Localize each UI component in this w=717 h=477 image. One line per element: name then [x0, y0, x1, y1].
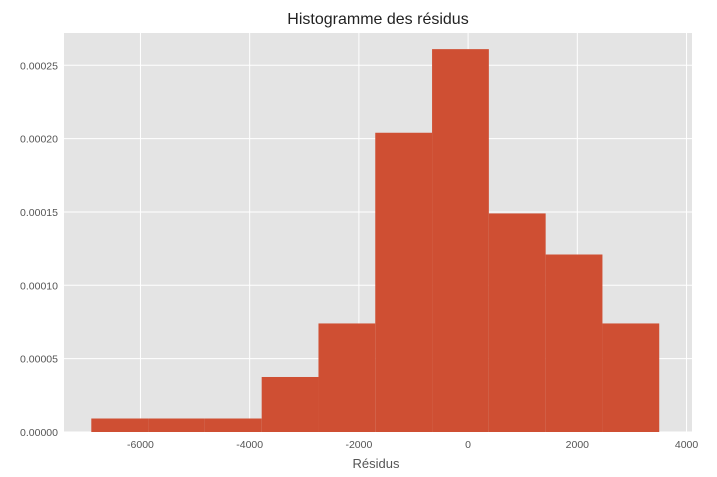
histogram-bar	[318, 323, 376, 432]
histogram-bar	[91, 418, 149, 432]
y-tick-label: 0.00020	[20, 134, 58, 146]
histogram-bar	[261, 376, 319, 432]
histogram-bar	[488, 213, 546, 432]
histogram-bar	[375, 132, 433, 432]
chart-title: Histogramme des résidus	[287, 11, 468, 28]
histogram-bar	[204, 418, 262, 432]
histogram-bars	[91, 49, 660, 433]
x-tick-label: 2000	[566, 439, 590, 451]
x-tick-label: -2000	[345, 439, 372, 451]
histogram-bar	[432, 49, 489, 433]
x-axis-ticks: -6000 -4000 -2000 0 2000 4000	[127, 439, 698, 451]
histogram-bar	[545, 254, 603, 432]
x-tick-label: -4000	[236, 439, 263, 451]
histogram-bar	[602, 323, 660, 432]
y-tick-label: 0.00010	[20, 280, 58, 292]
y-tick-label: 0.00025	[20, 60, 58, 72]
histogram-bar	[148, 418, 205, 432]
x-axis-label: Résidus	[353, 456, 400, 471]
x-tick-label: 0	[465, 439, 471, 451]
y-axis-ticks: 0.00000 0.00005 0.00010 0.00015 0.00020 0.000…	[20, 60, 58, 439]
y-tick-label: 0.00015	[20, 207, 58, 219]
x-tick-label: -6000	[127, 439, 154, 451]
y-tick-label: 0.00000	[20, 427, 58, 439]
y-tick-label: 0.00005	[20, 354, 58, 366]
x-tick-label: 4000	[675, 439, 699, 451]
